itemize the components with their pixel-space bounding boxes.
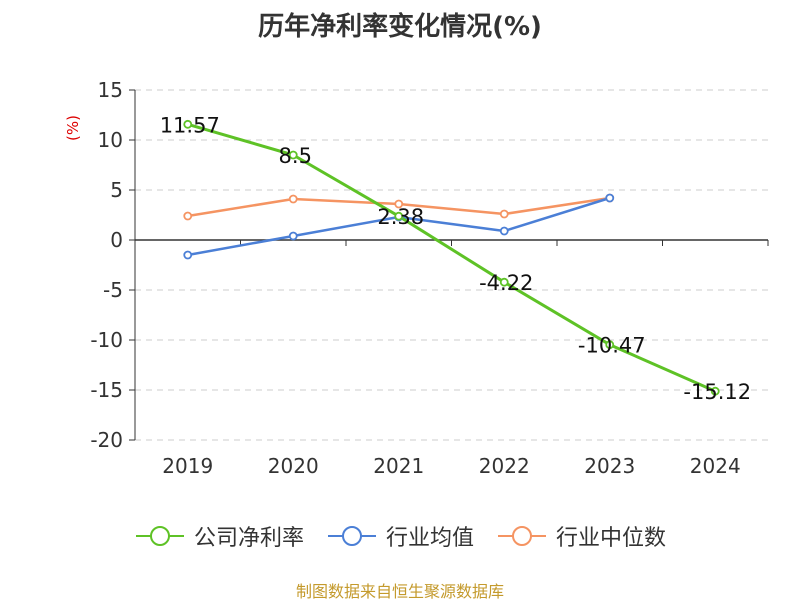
axes <box>129 89 769 441</box>
legend-label-industry-median: 行业中位数 <box>556 526 667 551</box>
x-tick-label: 2023 <box>584 454 635 478</box>
data-label: 8.5 <box>279 144 312 168</box>
series-points <box>183 119 720 396</box>
industry-avg-point[interactable] <box>499 226 509 236</box>
legend-item-industry-avg[interactable]: 行业均值 <box>326 520 474 552</box>
y-tick-label: 5 <box>110 178 123 202</box>
company-point[interactable] <box>710 386 720 396</box>
legend-label-company: 公司净利率 <box>193 526 304 551</box>
legend-item-industry-median[interactable]: 行业中位数 <box>496 520 666 552</box>
industry-median-point[interactable] <box>499 209 509 219</box>
y-tick-label: 10 <box>98 128 123 152</box>
company-point[interactable] <box>605 340 615 350</box>
company-point[interactable] <box>394 211 404 221</box>
y-tick-label: 0 <box>110 228 123 252</box>
y-axis-label: (%) <box>64 115 82 141</box>
company-line <box>187 122 716 393</box>
x-tick-label: 2022 <box>479 454 530 478</box>
industry-avg-point[interactable] <box>288 231 298 241</box>
y-tick-label: -5 <box>103 278 123 302</box>
legend-marker-industry-median <box>498 526 546 546</box>
grid-lines <box>135 89 768 441</box>
source-note: 制图数据来自恒生聚源数据库 <box>295 582 504 601</box>
x-tick-label: 2019 <box>162 454 213 478</box>
data-labels: 11.57 8.5 2.38 -4.22 -10.47 -15.12 <box>160 113 751 404</box>
industry-median-point[interactable] <box>183 211 193 221</box>
legend: 公司净利率 行业均值 行业中位数 <box>0 520 800 552</box>
data-label: -4.22 <box>479 271 533 295</box>
industry-median-point[interactable] <box>394 199 404 209</box>
legend-item-company[interactable]: 公司净利率 <box>134 520 304 552</box>
data-label: 11.57 <box>160 113 220 137</box>
chart-title: 历年净利率变化情况(%) <box>258 12 542 42</box>
y-tick-label: -15 <box>90 378 123 402</box>
data-label: -15.12 <box>683 380 751 404</box>
legend-marker-industry-avg <box>327 526 376 546</box>
industry-avg-point[interactable] <box>605 193 615 203</box>
x-tick-label: 2020 <box>268 454 319 478</box>
industry-median-point[interactable] <box>288 194 298 204</box>
y-tick-label: 15 <box>98 78 123 102</box>
company-point[interactable] <box>183 119 193 129</box>
x-tick-labels: 2019 2020 2021 2022 2023 2024 <box>162 454 740 478</box>
company-point[interactable] <box>288 150 298 160</box>
legend-label-industry-avg: 行业均值 <box>385 526 474 551</box>
y-tick-labels: 15 10 5 0 -5 -10 -15 -20 <box>90 78 123 452</box>
x-tick-label: 2021 <box>373 454 424 478</box>
y-tick-label: -20 <box>90 428 123 452</box>
y-tick-label: -10 <box>90 328 123 352</box>
industry-avg-point[interactable] <box>183 250 193 260</box>
legend-marker-company <box>135 526 184 546</box>
x-tick-label: 2024 <box>690 454 741 478</box>
data-label: -10.47 <box>578 334 646 358</box>
data-label: 2.38 <box>377 205 424 229</box>
company-point[interactable] <box>499 277 509 287</box>
